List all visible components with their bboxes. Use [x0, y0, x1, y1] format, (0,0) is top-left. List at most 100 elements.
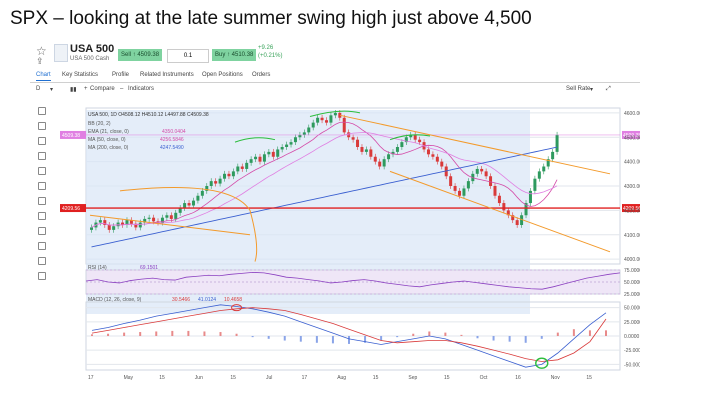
candle-body: [537, 171, 541, 179]
macd-hist-bar: [155, 331, 158, 336]
candle-body: [502, 203, 506, 211]
bb-legend: BB (20, 2): [88, 121, 111, 127]
rsi-panel: 75.0000 50.0000 25.0000: [85, 268, 640, 298]
magnet-tool-icon[interactable]: [38, 227, 46, 235]
candle-body: [351, 137, 355, 140]
overlays-layer: 4209.56 4209.56 4509.38 4509.38: [60, 110, 640, 262]
x-tick-label: 15: [586, 375, 592, 381]
candle-body: [395, 147, 399, 152]
candle-body: [107, 225, 111, 230]
measure-tool-icon[interactable]: [38, 197, 46, 205]
candle-body: [116, 222, 120, 227]
candle-body: [293, 137, 297, 143]
pattern-tool-icon[interactable]: [38, 182, 46, 190]
fullscreen-icon[interactable]: ⤢: [606, 86, 611, 92]
chart-type-icon[interactable]: ▮▮: [70, 87, 77, 93]
candles-layer: [90, 109, 559, 233]
x-tick-label: 15: [230, 375, 236, 381]
candle-body: [480, 168, 484, 172]
sell-rate-select[interactable]: Sell Rate: [566, 86, 591, 92]
plus-icon[interactable]: +: [84, 86, 88, 92]
candle-body: [475, 168, 479, 174]
candle-body: [431, 154, 435, 157]
x-tick-label: 17: [88, 375, 94, 381]
ma50-line: [91, 132, 558, 228]
favorite-star-icon[interactable]: ☆: [36, 44, 47, 58]
candle-body: [489, 176, 493, 186]
rsi-tick-label: 50.0000: [624, 280, 640, 286]
macd-value-1: 30.5466: [172, 297, 191, 303]
tab-related-instruments[interactable]: Related Instruments: [140, 72, 194, 78]
macd-hist-bar: [267, 336, 270, 339]
candle-body: [511, 215, 515, 221]
instrument-name: USA 500: [70, 43, 115, 55]
tab-orders[interactable]: Orders: [252, 72, 271, 78]
crosshair-tool-icon[interactable]: [38, 107, 46, 115]
macd-hist-bar: [380, 336, 383, 341]
swing-high-marker-3: [389, 134, 431, 141]
indicators-button[interactable]: Indicators: [128, 86, 155, 92]
instrument-header: ☆ ⇪ USA 500 USA 500 Cash Sell ↑ 4509.38 …: [30, 40, 640, 68]
candle-body: [245, 162, 249, 169]
macd-hist-bar: [348, 336, 350, 344]
macd-tick-label: -25.0000: [624, 348, 640, 354]
chart-area[interactable]: 4209.56 4209.56 4509.38 4509.38 75.0000 50.0…: [30, 40, 640, 390]
trash-tool-icon[interactable]: [38, 272, 46, 280]
candle-body: [546, 159, 550, 167]
candle-body: [338, 112, 342, 118]
lock-tool-icon[interactable]: [38, 242, 46, 250]
quantity-field[interactable]: 0.1: [167, 49, 209, 63]
tab-key-statistics[interactable]: Key Statistics: [62, 72, 99, 78]
candle-body: [462, 188, 466, 196]
candle-body: [209, 181, 213, 186]
level-badge-right-text: 4209.56: [623, 206, 640, 212]
fib-tool-icon[interactable]: [38, 137, 46, 145]
candle-body: [506, 210, 510, 216]
candle-body: [528, 190, 532, 204]
candle-body: [404, 137, 408, 143]
candle-body: [342, 117, 346, 133]
candle-body: [196, 195, 200, 201]
tab-chart[interactable]: Chart: [36, 72, 51, 81]
zoom-tool-icon[interactable]: [38, 212, 46, 220]
candle-body: [254, 156, 258, 160]
text-tool-icon[interactable]: [38, 167, 46, 175]
sell-button[interactable]: Sell ↑ 4509.38: [118, 49, 163, 61]
x-tick-label: 16: [515, 375, 521, 381]
macd-hist-bar: [508, 336, 511, 342]
brush-tool-icon[interactable]: [38, 152, 46, 160]
macd-hist-bar: [91, 334, 93, 336]
share-icon[interactable]: ⇪: [36, 56, 44, 66]
macd-value-3: 10.4658: [224, 297, 243, 303]
curve-annotation: [119, 187, 258, 262]
candle-body: [302, 132, 306, 135]
buy-button[interactable]: Buy ↑ 4510.38: [212, 49, 257, 61]
candle-body: [484, 171, 488, 177]
chevron-down-icon[interactable]: ▾: [590, 87, 594, 93]
macd-peak-marker: [231, 304, 243, 312]
line-tool-icon[interactable]: [38, 122, 46, 130]
tab-profile[interactable]: Profile: [112, 72, 130, 78]
macd-hist-bar: [251, 336, 254, 338]
candle-body: [453, 186, 457, 191]
last-price-badge: [60, 130, 86, 139]
drawing-tools-sidebar: [38, 100, 48, 300]
chevron-down-icon[interactable]: ▾: [50, 87, 54, 93]
early-trend-line: [89, 214, 251, 236]
candle-body: [121, 222, 125, 225]
interval-select[interactable]: D: [36, 86, 41, 92]
candle-body: [400, 142, 404, 147]
tab-open-positions[interactable]: Open Positions: [202, 72, 243, 78]
eye-tool-icon[interactable]: [38, 257, 46, 265]
x-tick-label: Jun: [195, 375, 203, 381]
swing-high-marker: [309, 110, 361, 118]
candle-body: [165, 215, 169, 218]
channel-lower-line: [389, 170, 611, 253]
candle-body: [520, 215, 524, 225]
compare-button[interactable]: Compare: [90, 86, 115, 92]
macd-hist-bar: [588, 330, 591, 336]
macd-hist-bar: [283, 336, 286, 341]
candle-body: [497, 195, 501, 204]
macd-hist-bar: [219, 332, 222, 336]
x-tick-label: Aug: [337, 375, 346, 381]
